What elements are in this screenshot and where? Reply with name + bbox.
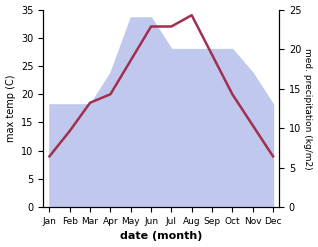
Y-axis label: max temp (C): max temp (C) bbox=[5, 75, 16, 142]
Y-axis label: med. precipitation (kg/m2): med. precipitation (kg/m2) bbox=[303, 48, 313, 169]
X-axis label: date (month): date (month) bbox=[120, 231, 203, 242]
